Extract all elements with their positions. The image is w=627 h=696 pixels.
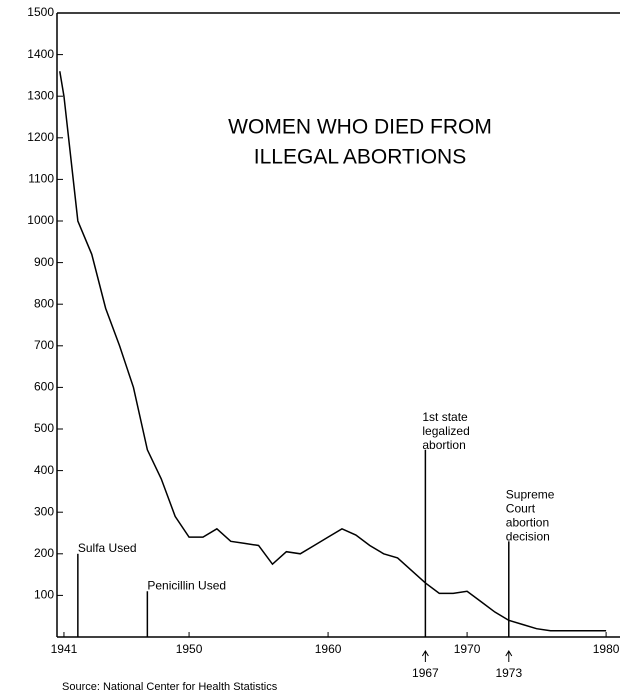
annotation-year: 1967 xyxy=(412,666,439,680)
arrow xyxy=(421,650,429,662)
source: Source: National Center for Health Stati… xyxy=(62,681,278,693)
y-tick-label: 200 xyxy=(34,546,54,560)
y-tick-label: 600 xyxy=(34,380,54,394)
annotation-text: Court xyxy=(506,501,536,515)
x-tick-label: 1980 xyxy=(593,642,620,656)
y-tick-label: 1300 xyxy=(27,88,54,102)
y-tick-label: 1500 xyxy=(27,5,54,19)
x-tick-label: 1970 xyxy=(454,642,481,656)
y-tick-label: 900 xyxy=(34,255,54,269)
chart-title: ILLEGAL ABORTIONS xyxy=(254,146,466,169)
y-tick-label: 1000 xyxy=(27,213,54,227)
y-tick-label: 300 xyxy=(34,504,54,518)
annotation-year: 1973 xyxy=(495,666,522,680)
annotation-text: Supreme xyxy=(506,487,555,501)
x-tick-label: 1941 xyxy=(51,642,78,656)
chart-title: WOMEN WHO DIED FROM xyxy=(228,116,492,139)
line xyxy=(59,71,607,632)
annotation-text: decision xyxy=(506,529,550,543)
annotation-text: legalized xyxy=(422,424,469,438)
annotation-text: abortion xyxy=(422,438,465,452)
y-tick-label: 500 xyxy=(34,421,54,435)
x-tick-label: 1960 xyxy=(315,642,342,656)
x-tick-label: 1950 xyxy=(176,642,203,656)
y-tick-label: 1400 xyxy=(27,47,54,61)
arrow xyxy=(505,650,513,662)
y-tick-label: 100 xyxy=(34,588,54,602)
y-tick-label: 400 xyxy=(34,463,54,477)
y-tick-label: 1200 xyxy=(27,130,54,144)
annotation-text: abortion xyxy=(506,515,549,529)
annotation-text: 1st state xyxy=(422,410,468,424)
annotation-text: Sulfa Used xyxy=(78,541,137,555)
y-tick-label: 700 xyxy=(34,338,54,352)
y-tick-label: 800 xyxy=(34,296,54,310)
annotation-text: Penicillin Used xyxy=(147,578,226,592)
y-tick-label: 1100 xyxy=(28,172,54,186)
